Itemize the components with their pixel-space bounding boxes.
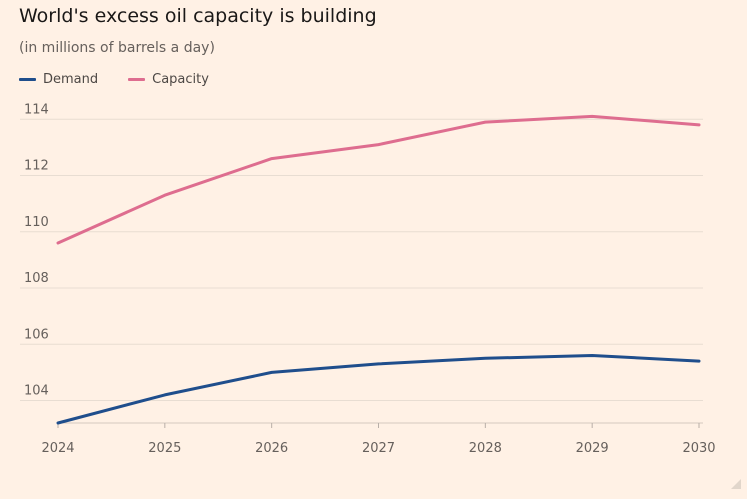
legend-label-demand: Demand [43, 72, 99, 87]
x-tick-label-2029: 2029 [576, 441, 609, 456]
legend-item-capacity: Capacity [128, 72, 209, 87]
legend-label-capacity: Capacity [152, 72, 209, 87]
x-tick-label-2028: 2028 [469, 441, 502, 456]
resize-corner-icon [731, 479, 741, 489]
x-tick-label-2030: 2030 [682, 441, 715, 456]
legend-item-demand: Demand [19, 72, 98, 87]
x-tick-label-2024: 2024 [41, 441, 74, 456]
legend-swatch-capacity [128, 78, 146, 81]
series-line-capacity [56, 114, 701, 245]
legend-swatch-demand [19, 78, 36, 81]
x-tick-label-2027: 2027 [362, 441, 395, 456]
chart-subtitle: (in millions of barrels a day) [19, 40, 215, 56]
y-tick-label-114: 114 [24, 102, 49, 117]
y-tick-label-104: 104 [24, 384, 49, 399]
x-tick-label-2025: 2025 [148, 441, 181, 456]
y-tick-label-112: 112 [24, 159, 49, 174]
chart-title: World's excess oil capacity is building [19, 5, 377, 27]
y-tick-label-106: 106 [24, 327, 49, 342]
legend: Demand Capacity [19, 72, 239, 87]
y-tick-label-110: 110 [24, 215, 49, 230]
y-tick-label-108: 108 [24, 271, 49, 286]
x-tick-label-2026: 2026 [255, 441, 288, 456]
series-line-demand [56, 354, 701, 425]
